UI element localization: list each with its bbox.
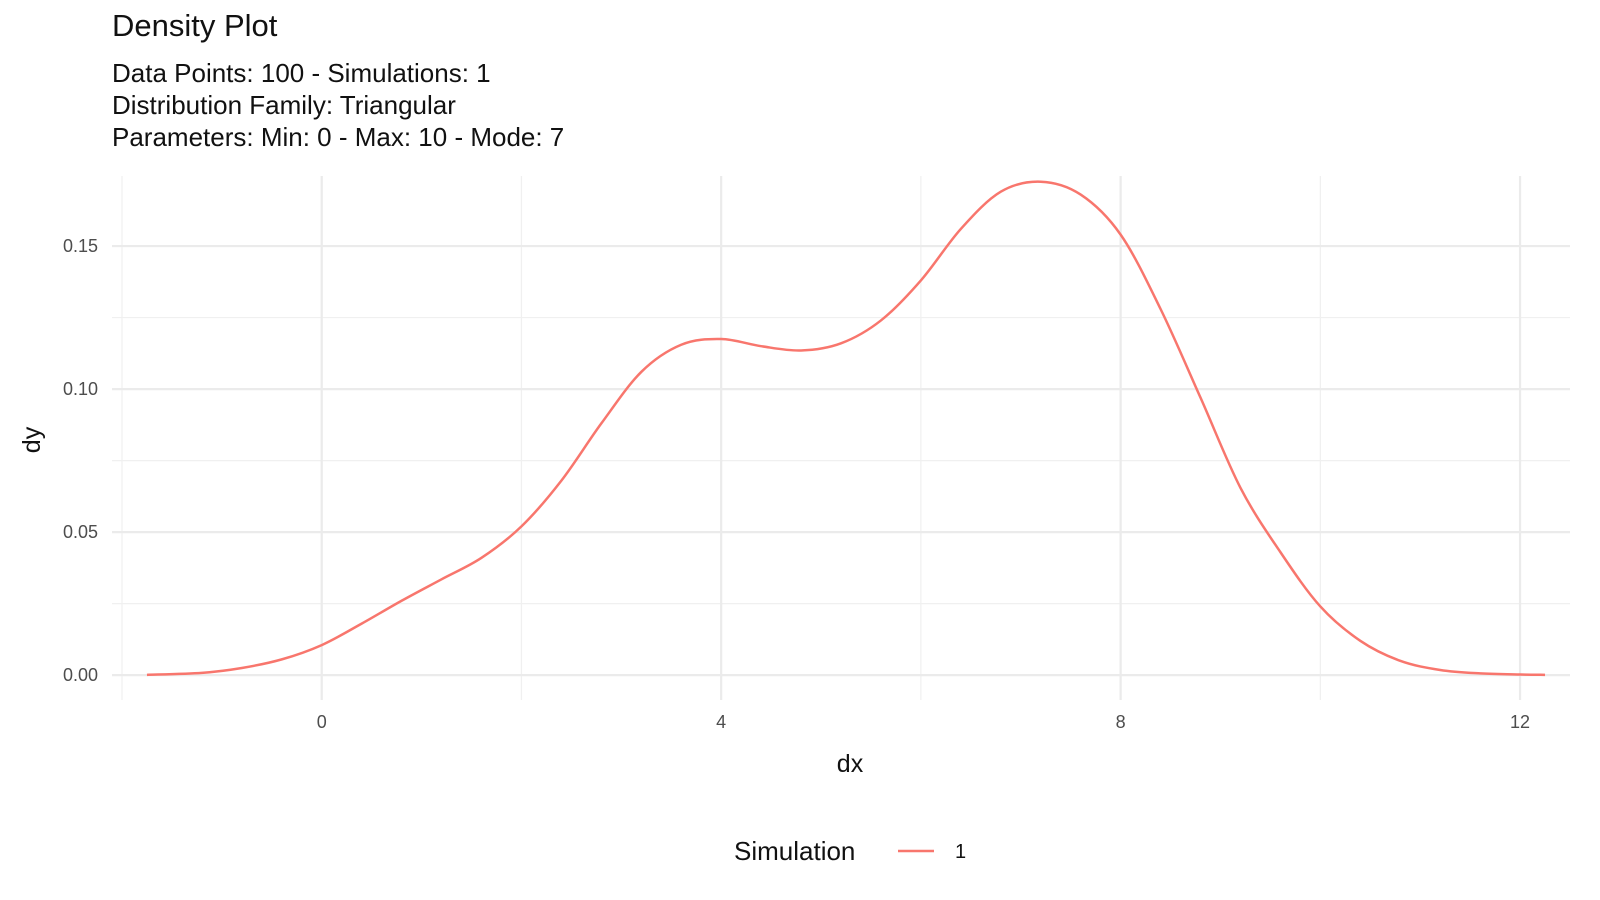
chart-subtitle-line-2: Distribution Family: Triangular — [112, 90, 456, 120]
series-line-1 — [146, 180, 1546, 677]
y-tick-labels: 0.00 0.05 0.10 0.15 — [63, 236, 98, 685]
x-tick-label: 12 — [1510, 712, 1530, 732]
y-tick-label: 0.10 — [63, 379, 98, 399]
x-tick-label: 0 — [317, 712, 327, 732]
legend-title: Simulation — [734, 836, 855, 866]
legend: Simulation 1 — [734, 836, 966, 866]
legend-label-series-1: 1 — [955, 841, 966, 863]
chart-subtitle-line-3: Parameters: Min: 0 - Max: 10 - Mode: 7 — [112, 122, 565, 152]
y-tick-label: 0.05 — [63, 522, 98, 542]
series-layer — [146, 180, 1546, 677]
x-tick-label: 8 — [1116, 712, 1126, 732]
y-axis-title: dy — [18, 426, 46, 453]
grid-minor — [112, 176, 1570, 700]
grid-major — [112, 176, 1570, 700]
x-tick-labels: 0 4 8 12 — [317, 712, 1530, 732]
x-tick-label: 4 — [716, 712, 726, 732]
x-axis-title: dx — [837, 750, 864, 778]
y-tick-label: 0.15 — [63, 236, 98, 256]
chart-subtitle-line-1: Data Points: 100 - Simulations: 1 — [112, 58, 491, 88]
y-tick-label: 0.00 — [63, 665, 98, 685]
chart-title: Density Plot — [112, 8, 278, 43]
